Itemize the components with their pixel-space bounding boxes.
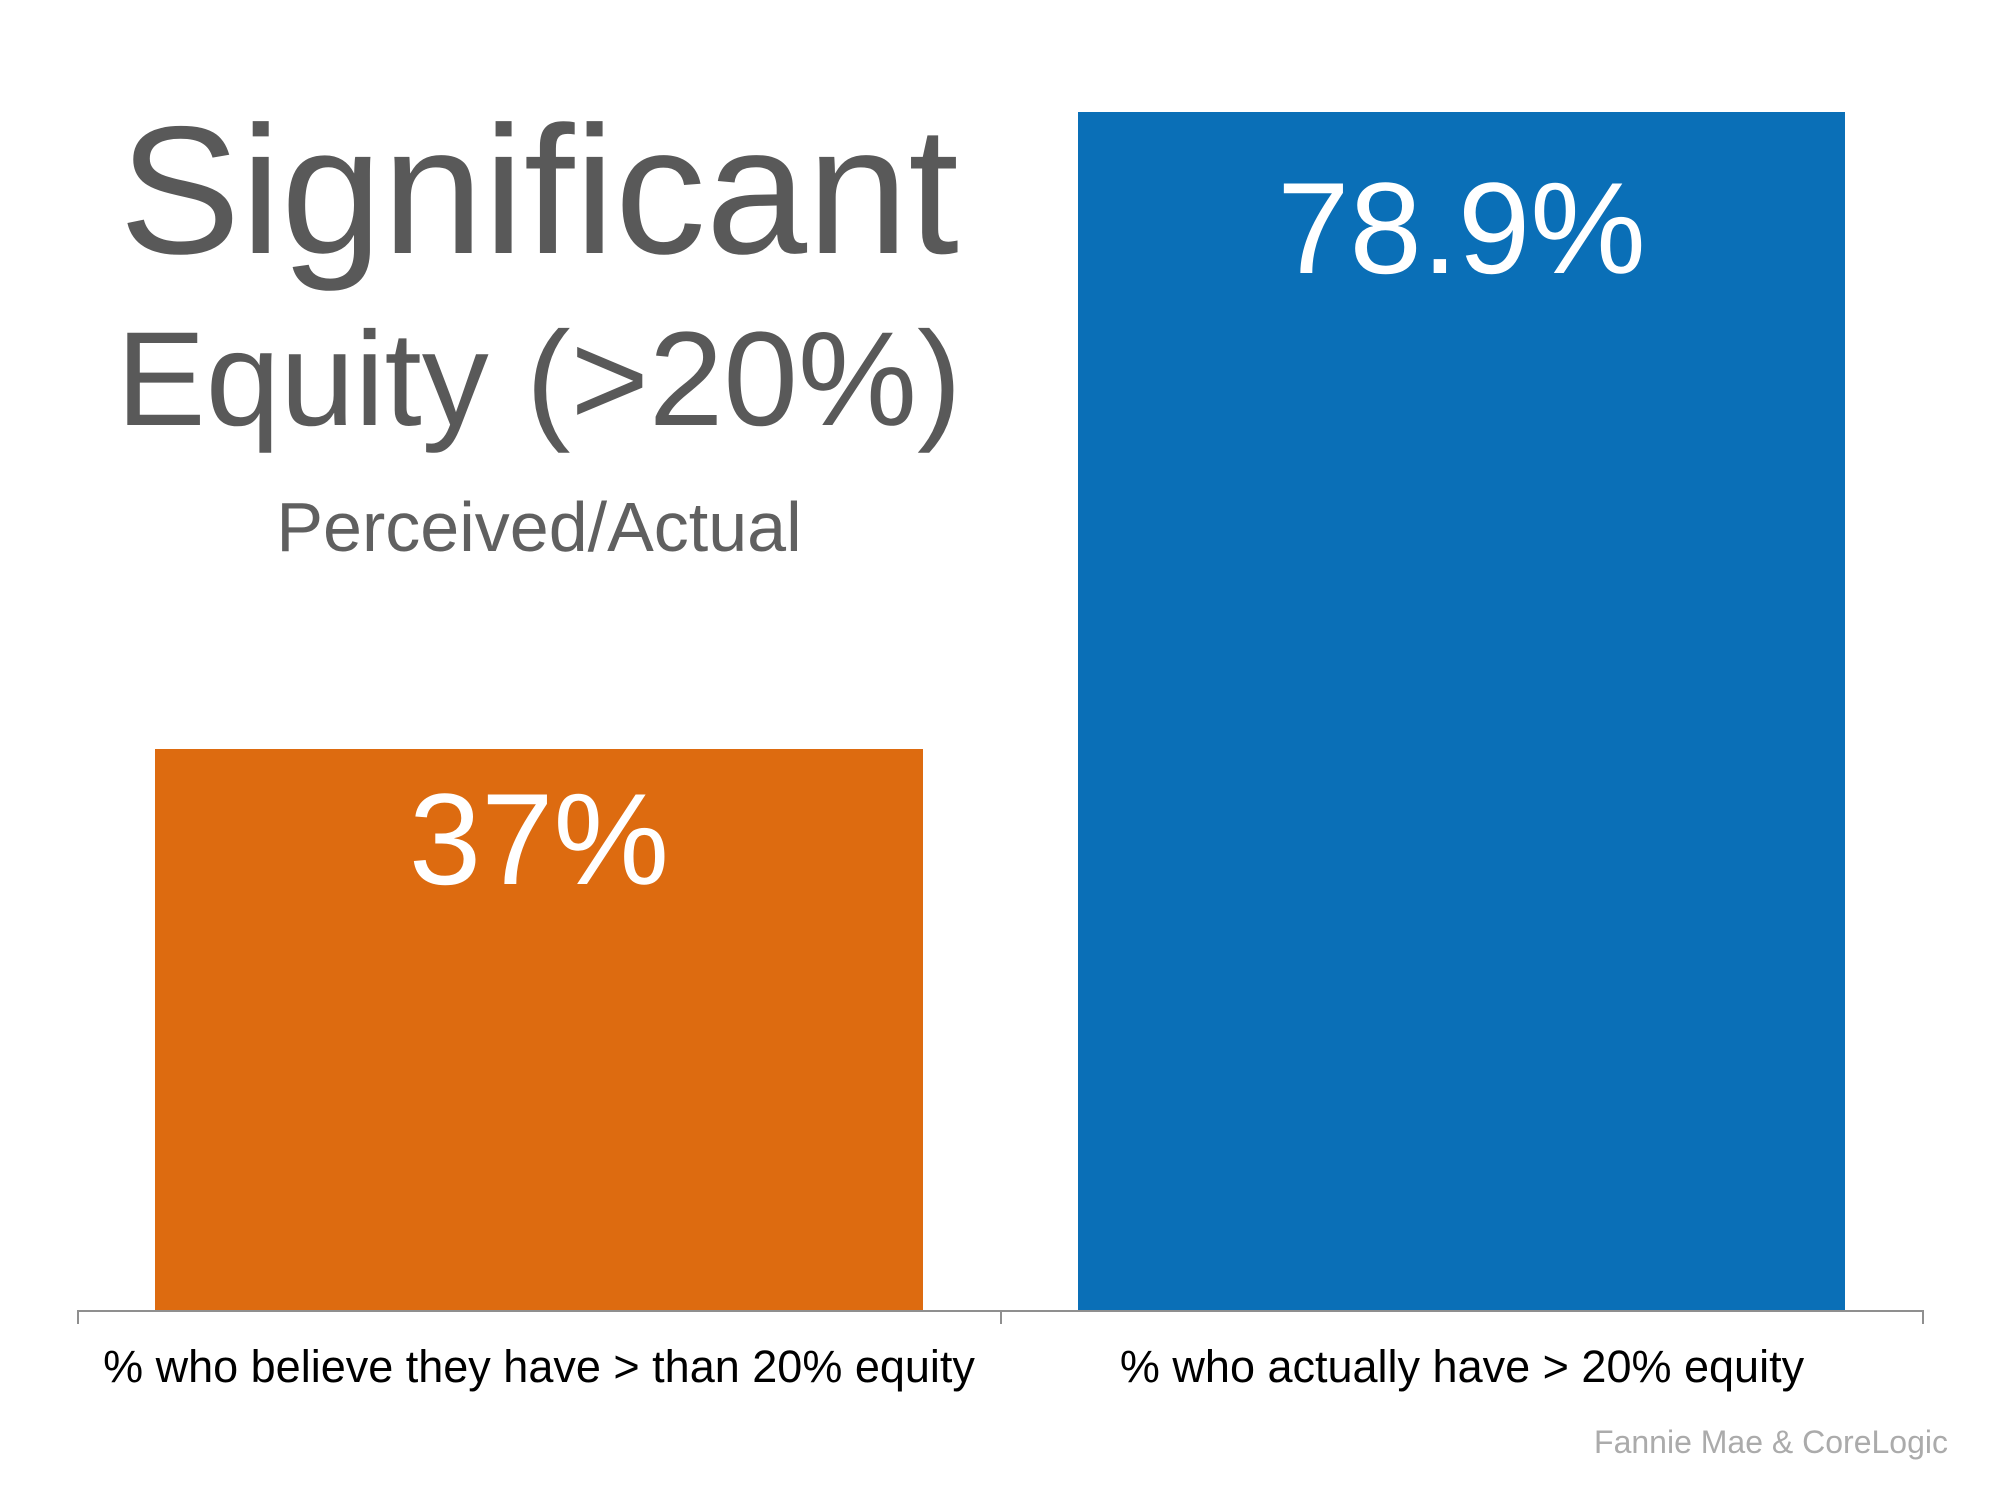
x-axis-tick-left [77, 1311, 79, 1324]
chart-title-line-2: Equity (>20%) [116, 305, 962, 454]
x-axis-tick-middle [1000, 1311, 1002, 1324]
bar-perceived-equity: 37% [155, 749, 923, 1311]
bar-actual-equity: 78.9% [1078, 112, 1845, 1311]
chart-title-block: Significant Equity (>20%) Perceived/Actu… [77, 95, 1001, 580]
category-label-actual: % who actually have > 20% equity [1119, 1341, 1805, 1392]
source-attribution: Fannie Mae & CoreLogic [1594, 1424, 1948, 1460]
chart-subtitle: Perceived/Actual [276, 488, 802, 566]
chart-title-line-1: Significant [119, 88, 959, 292]
x-axis-tick-right [1922, 1311, 1924, 1324]
bar-perceived-value-label: 37% [408, 766, 670, 912]
bar-actual-value-label: 78.9% [1277, 155, 1646, 301]
category-label-perceived: % who believe they have > than 20% equit… [103, 1341, 975, 1392]
